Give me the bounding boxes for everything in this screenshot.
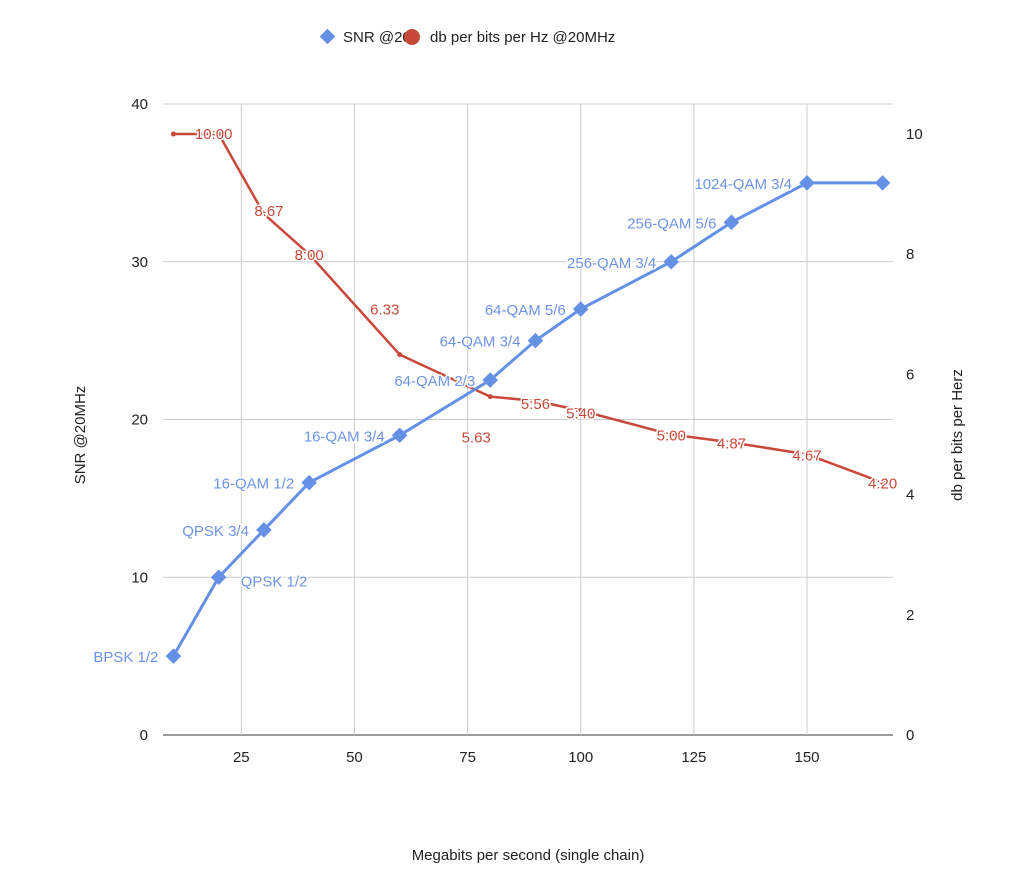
y2-tick-label: 4 [906, 487, 914, 504]
db-data-label: 4:67 [792, 447, 821, 464]
db-point [668, 432, 674, 438]
snr-point [663, 253, 680, 270]
db-point [487, 394, 493, 400]
db-point [532, 398, 538, 404]
snr-data-label: 1024-QAM 3/4 [694, 176, 792, 193]
db-series-line [173, 132, 884, 484]
x-axis-title: Megabits per second (single chain) [412, 847, 645, 864]
x-tick-label: 25 [233, 749, 250, 766]
snr-data-label: 64-QAM 3/4 [440, 334, 521, 351]
y2-tick-label: 8 [906, 246, 914, 263]
db-data-label: 5:40 [566, 405, 595, 422]
db-point [578, 407, 584, 413]
db-point [397, 352, 403, 358]
db-data-label: 5:56 [521, 396, 550, 413]
snr-point [799, 175, 815, 191]
db-data-label: 4:20 [868, 476, 897, 493]
legend-label-db: db per bits per Hz @20MHz [430, 29, 615, 46]
snr-point [165, 648, 182, 664]
grid [163, 103, 893, 736]
x-tick-label: 150 [794, 749, 819, 766]
db-point [880, 480, 886, 486]
y-axis-title: SNR @20MHz [72, 386, 89, 485]
snr-point [210, 569, 227, 586]
y-tick-label: 40 [131, 96, 148, 113]
snr-data-label: 16-QAM 1/2 [213, 476, 294, 493]
legend-marker-db [404, 29, 420, 45]
db-data-label: 8:00 [295, 247, 324, 264]
db-point [728, 439, 734, 445]
y2-tick-label: 6 [906, 366, 914, 383]
db-point [216, 131, 222, 137]
legend-label-snr: SNR @20 [343, 29, 411, 46]
y2-tick-label: 10 [906, 126, 923, 143]
y2-tick-label: 0 [906, 727, 914, 744]
snr-point [391, 427, 408, 444]
y-tick-label: 10 [131, 569, 148, 586]
snr-point [874, 175, 891, 191]
legend-marker-snr [319, 28, 336, 45]
y-tick-label: 20 [131, 412, 148, 429]
db-point [261, 211, 267, 217]
snr-data-label: 64-QAM 5/6 [485, 302, 566, 319]
db-data-label: 8.67 [254, 203, 283, 220]
db-data-label: 4:87 [717, 435, 746, 452]
y2-tick-label: 2 [906, 607, 914, 624]
db-point [170, 131, 176, 137]
snr-data-label: QPSK 3/4 [182, 523, 249, 540]
ticks: 0 10 20 30 40 25 50 75 100 125 150 0 2 4 6 8 10 [131, 96, 922, 766]
db-data-label: 6.33 [370, 302, 399, 319]
snr-data-label: BPSK 1/2 [93, 649, 158, 666]
snr-data-label: QPSK 1/2 [241, 573, 308, 590]
x-tick-label: 50 [346, 749, 363, 766]
db-point [804, 451, 810, 457]
snr-data-label: 256-QAM 3/4 [567, 255, 656, 272]
snr-data-label: 64-QAM 2/3 [394, 373, 475, 390]
x-tick-label: 75 [459, 749, 476, 766]
y-tick-label: 30 [131, 254, 148, 271]
db-data-label: 10:00 [195, 126, 233, 143]
snr-data-label: 16-QAM 3/4 [304, 428, 385, 445]
snr-point [723, 214, 740, 231]
legend: SNR @20 db per bits per Hz @20MHz [319, 28, 615, 46]
series: 10:00 8.67 8:00 6.33 5.63 5:56 5:40 5:00 4:87 4:6… [92, 125, 899, 668]
x-tick-label: 125 [681, 749, 706, 766]
snr-data-label: 256-QAM 5/6 [627, 215, 716, 232]
db-data-label: 5.63 [462, 430, 491, 447]
x-tick-label: 100 [568, 749, 593, 766]
y-tick-label: 0 [140, 727, 148, 744]
snr-series-line [172, 181, 883, 657]
y2-axis-title: db per bits per Herz [949, 369, 966, 501]
db-point [306, 251, 312, 257]
db-data-label: 5:00 [657, 428, 686, 445]
